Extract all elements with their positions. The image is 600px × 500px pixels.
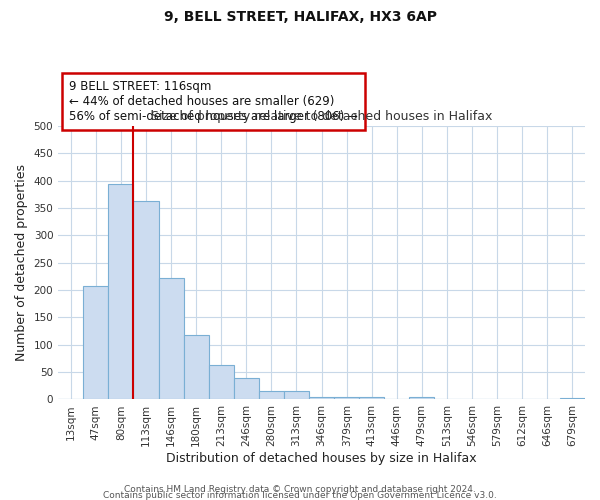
Bar bbox=[109, 184, 133, 400]
Text: 9 BELL STREET: 116sqm
← 44% of detached houses are smaller (629)
56% of semi-det: 9 BELL STREET: 116sqm ← 44% of detached … bbox=[69, 80, 358, 123]
Bar bbox=[334, 396, 359, 400]
Text: Contains public sector information licensed under the Open Government Licence v3: Contains public sector information licen… bbox=[103, 490, 497, 500]
X-axis label: Distribution of detached houses by size in Halifax: Distribution of detached houses by size … bbox=[166, 452, 477, 465]
Text: 9, BELL STREET, HALIFAX, HX3 6AP: 9, BELL STREET, HALIFAX, HX3 6AP bbox=[163, 10, 437, 24]
Bar bbox=[409, 396, 434, 400]
Bar bbox=[359, 396, 385, 400]
Y-axis label: Number of detached properties: Number of detached properties bbox=[15, 164, 28, 361]
Bar bbox=[158, 278, 184, 400]
Bar bbox=[560, 398, 585, 400]
Bar bbox=[133, 202, 158, 400]
Bar bbox=[259, 392, 284, 400]
Bar bbox=[184, 335, 209, 400]
Bar bbox=[284, 392, 309, 400]
Title: Size of property relative to detached houses in Halifax: Size of property relative to detached ho… bbox=[151, 110, 492, 124]
Bar bbox=[83, 286, 109, 400]
Text: Contains HM Land Registry data © Crown copyright and database right 2024.: Contains HM Land Registry data © Crown c… bbox=[124, 485, 476, 494]
Bar bbox=[309, 396, 334, 400]
Bar bbox=[209, 365, 234, 400]
Bar bbox=[234, 378, 259, 400]
